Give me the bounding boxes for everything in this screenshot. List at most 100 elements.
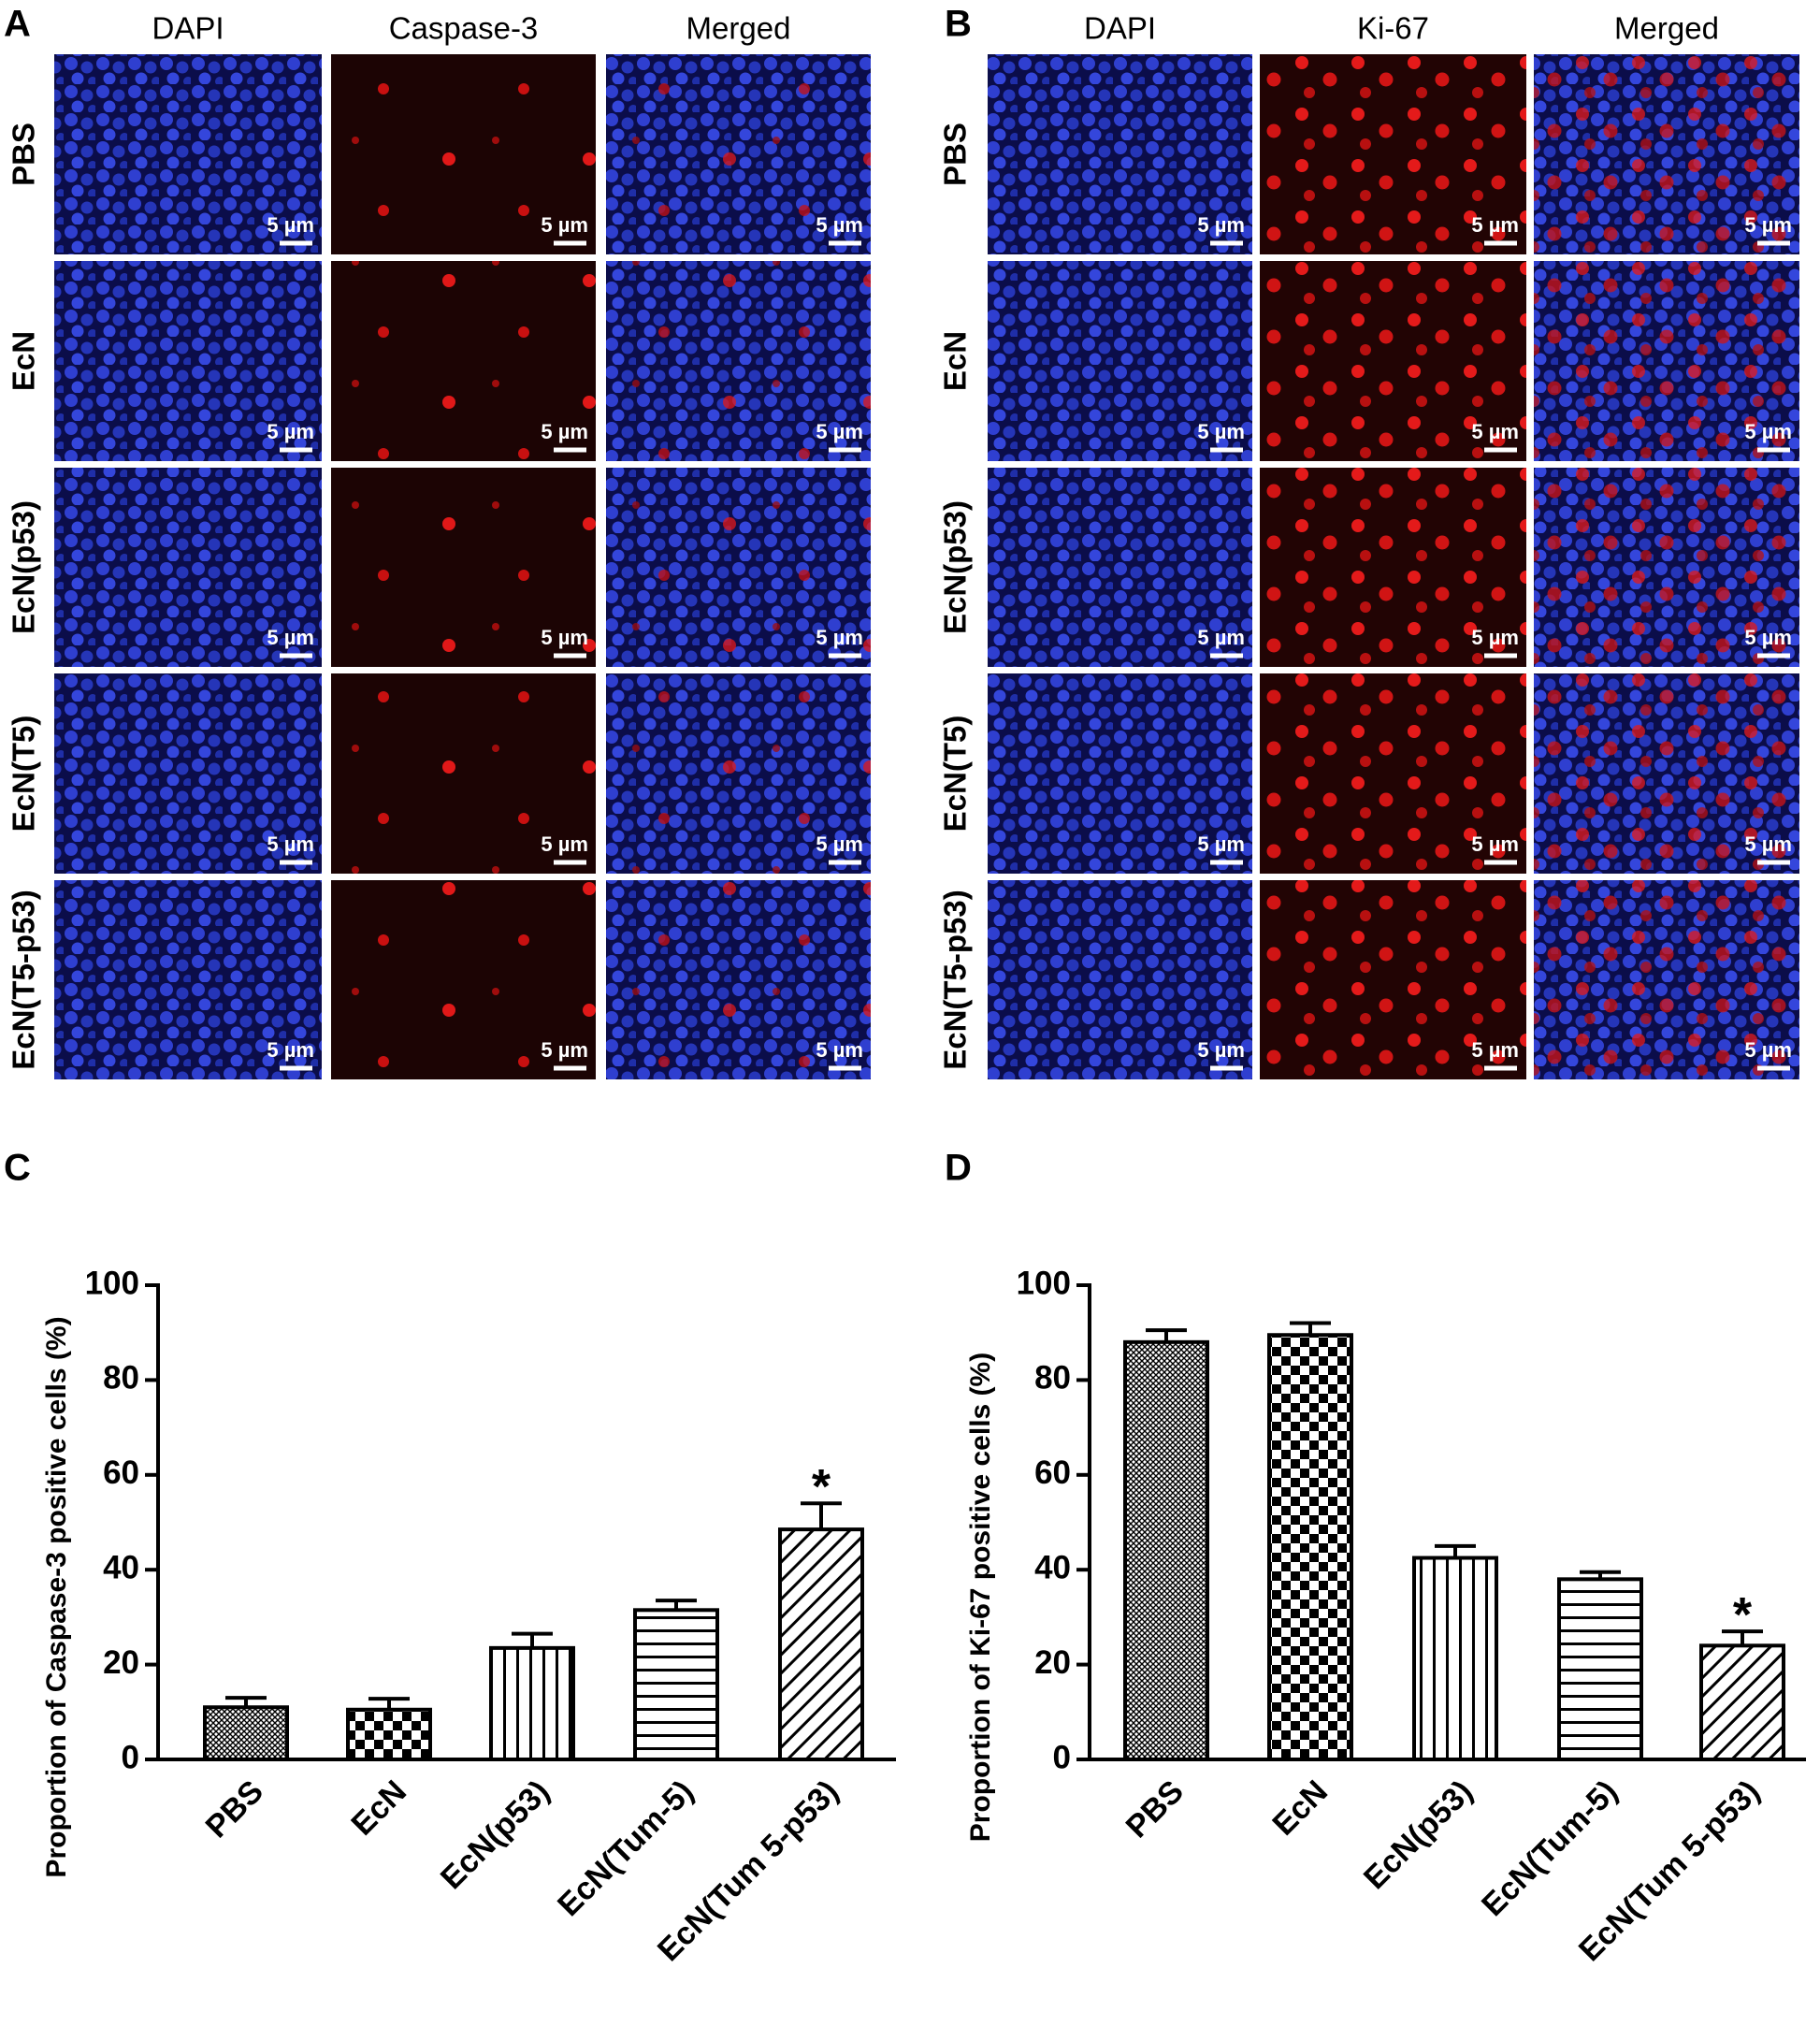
bar: [633, 1608, 719, 1762]
row-label: EcN(T5-p53): [7, 890, 41, 1070]
bar: [346, 1707, 432, 1762]
scale-bar-label: 5 µm: [1744, 213, 1792, 237]
scale-bar-label: 5 µm: [1744, 626, 1792, 649]
column-header: Ki-67: [1357, 11, 1429, 46]
column-header: Caspase-3: [389, 11, 539, 46]
panel-letter: C: [4, 1148, 31, 1189]
micrograph: [54, 261, 322, 461]
row-label: EcN: [7, 331, 41, 391]
stain-overlay: [1534, 673, 1799, 874]
y-tick-label: 80: [1034, 1360, 1071, 1396]
bar: [489, 1645, 575, 1761]
scale-bar-label: 5 µm: [267, 213, 314, 237]
x-tick-label: EcN: [1265, 1773, 1335, 1843]
micrograph: [988, 673, 1252, 874]
scale-bar-label: 5 µm: [541, 213, 588, 237]
error-bar: [1722, 1629, 1763, 1646]
scale-bar-label: 5 µm: [541, 626, 588, 649]
y-tick-label: 40: [1034, 1549, 1071, 1585]
y-tick-label: 80: [103, 1360, 139, 1396]
stain-overlay: [1534, 468, 1799, 667]
row-label: PBS: [938, 123, 973, 186]
bar: [1412, 1556, 1498, 1762]
scale-bar-label: 5 µm: [267, 832, 314, 856]
stain-overlay: [606, 673, 871, 874]
micrograph: [988, 54, 1252, 254]
x-tick-label: PBS: [199, 1773, 270, 1845]
scale-bar-label: 5 µm: [1197, 213, 1245, 237]
stain-overlay: [331, 673, 596, 874]
column-header: Merged: [1614, 11, 1719, 46]
micrograph: [988, 880, 1252, 1079]
scale-bar-label: 5 µm: [1197, 626, 1245, 649]
stain-overlay: [606, 468, 871, 667]
y-tick-label: 0: [1053, 1739, 1071, 1775]
micrograph: [988, 261, 1252, 461]
scale-bar-label: 5 µm: [816, 832, 863, 856]
row-label: EcN(T5): [7, 716, 41, 832]
scale-bar-label: 5 µm: [1744, 832, 1792, 856]
y-axis-label: Proportion of Caspase-3 positive cells (…: [41, 1316, 72, 1877]
y-tick-label: 100: [85, 1265, 139, 1301]
scale-bar-label: 5 µm: [267, 420, 314, 443]
bar: [1267, 1333, 1353, 1761]
scale-bar-label: 5 µm: [1197, 1038, 1245, 1062]
x-tick-label: EcN(p53): [434, 1773, 556, 1896]
scale-bar-label: 5 µm: [1471, 213, 1519, 237]
row-label: EcN: [938, 331, 973, 391]
stain-overlay: [331, 54, 596, 254]
scale-bar-label: 5 µm: [267, 1038, 314, 1062]
stain-overlay: [1534, 261, 1799, 461]
scale-bar-label: 5 µm: [1471, 832, 1519, 856]
stain-overlay: [1534, 54, 1799, 254]
scale-bar-label: 5 µm: [267, 626, 314, 649]
x-tick-label: EcN(p53): [1357, 1773, 1480, 1896]
row-label: EcN(p53): [938, 500, 973, 634]
stain-overlay: [1260, 468, 1526, 667]
micrograph: [988, 468, 1252, 667]
x-tick-label: EcN: [344, 1773, 413, 1843]
y-tick-label: 0: [122, 1739, 139, 1775]
x-tick-label: EcN(Tum-5): [551, 1773, 701, 1923]
stain-overlay: [606, 880, 871, 1079]
stain-overlay: [1534, 880, 1799, 1079]
stain-overlay: [1260, 880, 1526, 1079]
column-header: DAPI: [1084, 11, 1156, 46]
panel-letter: B: [945, 4, 972, 45]
scale-bar-label: 5 µm: [1744, 1038, 1792, 1062]
scale-bar-label: 5 µm: [816, 626, 863, 649]
stain-overlay: [606, 54, 871, 254]
y-axis-label: Proportion of Ki-67 positive cells (%): [965, 1353, 996, 1842]
y-tick-label: 20: [1034, 1644, 1071, 1681]
error-bar: [512, 1631, 553, 1648]
stain-overlay: [1260, 673, 1526, 874]
stain-overlay: [331, 880, 596, 1079]
y-tick-label: 40: [103, 1549, 139, 1585]
row-label: EcN(T5-p53): [938, 890, 973, 1070]
y-tick-label: 100: [1017, 1265, 1071, 1301]
scale-bar-label: 5 µm: [1471, 1038, 1519, 1062]
error-bar: [1146, 1328, 1187, 1342]
scale-bar-label: 5 µm: [541, 420, 588, 443]
scale-bar-label: 5 µm: [541, 832, 588, 856]
micrograph: [54, 673, 322, 874]
scale-bar-label: 5 µm: [1197, 832, 1245, 856]
stain-overlay: [331, 261, 596, 461]
scale-bar-label: 5 µm: [1471, 626, 1519, 649]
significance-marker: *: [812, 1460, 831, 1514]
stain-overlay: [1260, 54, 1526, 254]
bar: [1699, 1643, 1785, 1761]
scale-bar-label: 5 µm: [816, 420, 863, 443]
bar: [1557, 1577, 1643, 1761]
column-header: Merged: [686, 11, 791, 46]
stain-overlay: [331, 468, 596, 667]
micrograph: [54, 880, 322, 1079]
scale-bar-label: 5 µm: [1197, 420, 1245, 443]
micrograph: [54, 54, 322, 254]
x-tick-label: PBS: [1119, 1773, 1191, 1845]
y-tick-label: 60: [1034, 1454, 1071, 1491]
error-bar: [801, 1501, 842, 1530]
column-header: DAPI: [152, 11, 224, 46]
scale-bar-label: 5 µm: [1744, 420, 1792, 443]
error-bar: [1290, 1321, 1331, 1336]
